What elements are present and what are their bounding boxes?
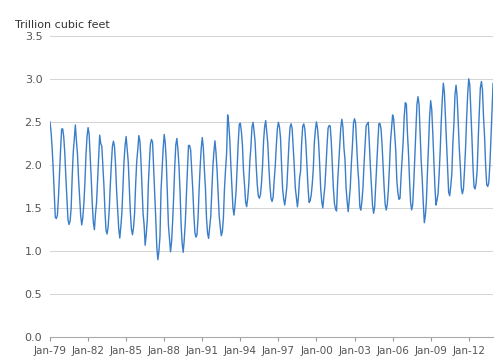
Text: Trillion cubic feet: Trillion cubic feet	[14, 20, 110, 30]
